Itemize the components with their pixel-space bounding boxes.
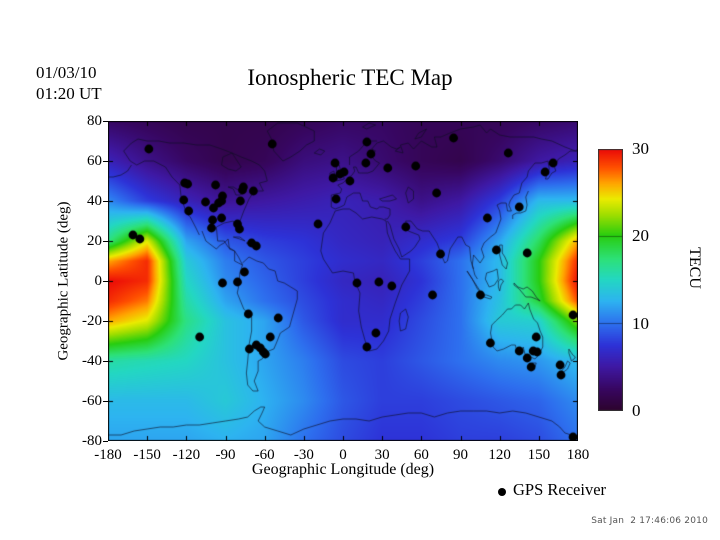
y-tick-mark xyxy=(103,401,108,402)
x-tick-label: 150 xyxy=(527,447,551,463)
colorbar-tick-label: 20 xyxy=(632,226,649,246)
timestamp-block: 01/03/10 01:20 UT xyxy=(36,62,102,104)
x-tick-label: -120 xyxy=(172,447,201,463)
x-tick-label: -30 xyxy=(293,447,314,463)
map-time-ut: 01:20 UT xyxy=(36,84,102,103)
y-tick-mark xyxy=(103,201,108,202)
creation-timestamp: Sat Jan 2 17:46:06 2010 xyxy=(591,516,708,526)
page-title: Ionospheric TEC Map xyxy=(247,65,453,90)
y-tick-label: -20 xyxy=(82,313,102,329)
x-tick-label: -90 xyxy=(215,447,236,463)
y-tick-mark xyxy=(103,121,108,122)
y-tick-label: -80 xyxy=(82,433,102,449)
y-tick-mark xyxy=(103,321,108,322)
y-tick-label: 0 xyxy=(94,273,103,289)
tec-map-canvas xyxy=(108,121,578,441)
y-tick-label: 60 xyxy=(87,153,102,169)
y-tick-label: -40 xyxy=(82,353,102,369)
x-tick-label: 30 xyxy=(374,447,390,463)
gps-receiver-dot-icon xyxy=(498,488,506,496)
x-tick-label: 0 xyxy=(339,447,347,463)
colorbar-tick-label: 10 xyxy=(632,313,649,333)
colorbar-tick-label: 30 xyxy=(632,139,649,158)
x-tick-label: 60 xyxy=(413,447,429,463)
y-tick-label: 80 xyxy=(87,113,102,129)
map-date: 01/03/10 xyxy=(36,63,97,82)
x-tick-label: -60 xyxy=(254,447,275,463)
y-tick-mark xyxy=(103,361,108,362)
y-tick-mark xyxy=(103,441,108,442)
y-tick-label: 40 xyxy=(87,193,102,209)
y-tick-mark xyxy=(103,241,108,242)
gps-receiver-legend-label: GPS Receiver xyxy=(513,480,607,499)
y-tick-mark xyxy=(103,161,108,162)
x-axis-label: Geographic Longitude (deg) xyxy=(251,461,435,478)
y-tick-mark xyxy=(103,281,108,282)
x-tick-label: 90 xyxy=(453,447,468,463)
map-plot-area xyxy=(108,121,578,441)
colorbar-tick-label: 0 xyxy=(632,401,641,420)
x-tick-label: -180 xyxy=(94,447,122,463)
colorbar-unit-label: TECU xyxy=(686,247,703,289)
y-axis-label: Geographic Latitude (deg) xyxy=(55,201,72,361)
y-tick-label: -60 xyxy=(82,393,102,409)
colorbar xyxy=(598,149,623,411)
y-tick-label: 20 xyxy=(87,233,102,249)
x-tick-label: 120 xyxy=(488,447,511,463)
x-tick-label: -150 xyxy=(133,447,161,463)
x-tick-label: 180 xyxy=(566,447,590,463)
